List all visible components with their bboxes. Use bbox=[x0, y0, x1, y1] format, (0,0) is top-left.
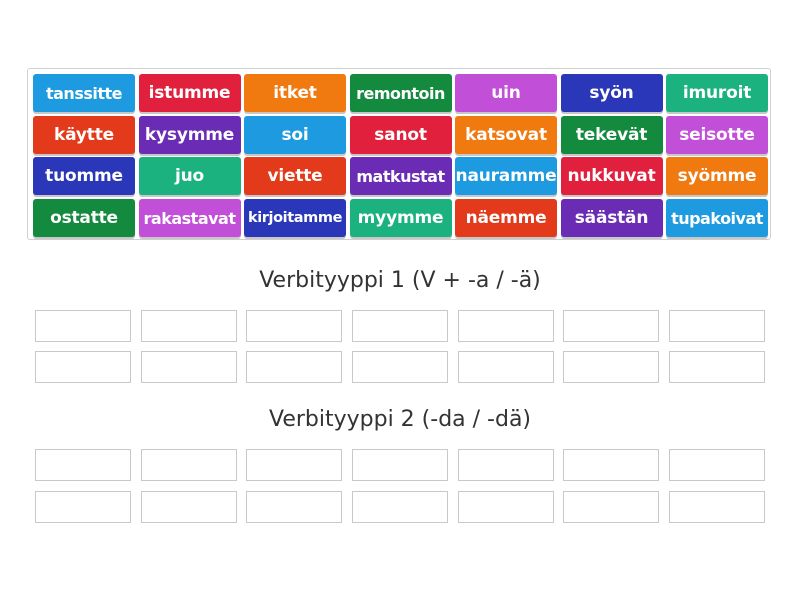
word-tile[interactable]: syömme bbox=[666, 157, 768, 195]
word-tile[interactable]: sanot bbox=[349, 116, 452, 154]
drop-slot-group-2[interactable] bbox=[352, 491, 448, 523]
word-tile[interactable]: viette bbox=[244, 157, 346, 195]
word-tile[interactable]: istumme bbox=[138, 74, 241, 112]
drop-slot-group-1[interactable] bbox=[352, 351, 448, 383]
word-tile[interactable]: kysymme bbox=[138, 116, 241, 154]
word-tile[interactable]: nauramme bbox=[455, 157, 557, 195]
word-tile[interactable]: soi bbox=[244, 116, 346, 154]
drop-slot-group-1[interactable] bbox=[563, 310, 659, 342]
drop-slot-group-1[interactable] bbox=[246, 351, 342, 383]
drop-slot-group-2[interactable] bbox=[141, 449, 237, 481]
drop-slot-group-2[interactable] bbox=[352, 449, 448, 481]
drop-slot-group-2[interactable] bbox=[141, 491, 237, 523]
drop-slot-group-2[interactable] bbox=[563, 449, 659, 481]
word-bank: tanssitte istumme itket remontoin uin syön imu… bbox=[27, 68, 771, 240]
word-tile[interactable]: myymme bbox=[349, 199, 452, 237]
word-tile[interactable]: tuomme bbox=[33, 157, 135, 195]
word-tile[interactable]: rakastavat bbox=[138, 199, 241, 237]
word-tile[interactable]: seisotte bbox=[666, 116, 768, 154]
drop-slot-group-2[interactable] bbox=[246, 449, 342, 481]
drop-slot-group-2[interactable] bbox=[458, 449, 554, 481]
word-tile[interactable]: tanssitte bbox=[33, 74, 135, 112]
drop-slot-group-1[interactable] bbox=[352, 310, 448, 342]
drop-slot-group-1[interactable] bbox=[669, 351, 765, 383]
drop-slot-group-1[interactable] bbox=[35, 351, 131, 383]
word-tile[interactable]: juo bbox=[138, 157, 241, 195]
drop-slot-group-2[interactable] bbox=[35, 491, 131, 523]
word-tile[interactable]: kirjoitamme bbox=[244, 199, 346, 237]
word-tile[interactable]: itket bbox=[244, 74, 346, 112]
word-tile[interactable]: ostatte bbox=[33, 199, 135, 237]
drop-slot-group-2[interactable] bbox=[458, 491, 554, 523]
drop-slot-group-1[interactable] bbox=[141, 310, 237, 342]
group-title-verbityyppi-1: Verbityyppi 1 (V + -a / -ä) bbox=[259, 268, 541, 293]
word-tile[interactable]: säästän bbox=[560, 199, 663, 237]
word-tile[interactable]: katsovat bbox=[455, 116, 557, 154]
drop-slot-group-2[interactable] bbox=[563, 491, 659, 523]
word-tile[interactable]: imuroit bbox=[666, 74, 768, 112]
drop-slot-group-2[interactable] bbox=[669, 449, 765, 481]
word-tile[interactable]: tupakoivat bbox=[666, 199, 768, 237]
word-tile[interactable]: uin bbox=[455, 74, 557, 112]
word-tile[interactable]: syön bbox=[560, 74, 663, 112]
word-tile[interactable]: tekevät bbox=[560, 116, 663, 154]
drop-slot-group-1[interactable] bbox=[458, 351, 554, 383]
drop-slot-group-2[interactable] bbox=[246, 491, 342, 523]
drop-slot-group-1[interactable] bbox=[669, 310, 765, 342]
word-tile[interactable]: nukkuvat bbox=[560, 157, 663, 195]
drop-slot-group-2[interactable] bbox=[35, 449, 131, 481]
word-tile[interactable]: käytte bbox=[33, 116, 135, 154]
drop-slot-group-1[interactable] bbox=[246, 310, 342, 342]
drop-slot-group-2[interactable] bbox=[669, 491, 765, 523]
word-tile[interactable]: remontoin bbox=[349, 74, 452, 112]
drop-slot-group-1[interactable] bbox=[458, 310, 554, 342]
drop-slot-group-1[interactable] bbox=[563, 351, 659, 383]
drop-slot-group-1[interactable] bbox=[35, 310, 131, 342]
drop-slot-group-1[interactable] bbox=[141, 351, 237, 383]
word-tile[interactable]: näemme bbox=[455, 199, 557, 237]
word-tile[interactable]: matkustat bbox=[349, 157, 452, 195]
group-title-verbityyppi-2: Verbityyppi 2 (-da / -dä) bbox=[268, 407, 532, 432]
